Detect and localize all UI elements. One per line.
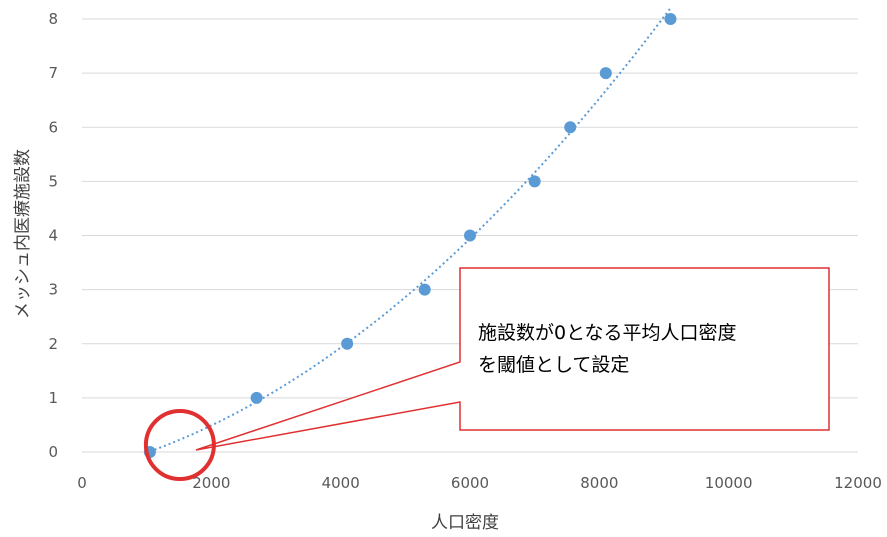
y-tick-label: 1 (48, 389, 58, 407)
y-tick-label: 5 (48, 172, 58, 190)
y-tick-labels: 0 1 2 3 4 5 6 7 8 (48, 10, 58, 461)
data-point (341, 337, 354, 350)
y-tick-label: 6 (48, 118, 58, 136)
callout-line-1: 施設数が0となる平均人口密度 (478, 322, 737, 344)
data-point (599, 67, 612, 80)
x-tick-label: 10000 (705, 474, 753, 492)
highlight-circle (143, 409, 216, 481)
callout-box (195, 267, 830, 451)
data-point (250, 391, 263, 404)
data-point (664, 13, 677, 25)
annotation-callout: 施設数が0となる平均人口密度 を閾値として設定 (195, 267, 830, 451)
x-tick-label: 12000 (834, 474, 882, 492)
x-tick-labels: 0 2000 4000 6000 8000 10000 12000 (77, 474, 882, 492)
y-tick-label: 2 (48, 335, 58, 353)
x-tick-label: 4000 (322, 474, 360, 492)
callout-line-2: を閾値として設定 (478, 354, 629, 376)
trendline (149, 7, 672, 453)
data-point (418, 283, 431, 296)
y-tick-label: 0 (48, 443, 58, 461)
y-tick-label: 4 (48, 227, 58, 245)
y-tick-label: 7 (48, 64, 58, 82)
x-tick-label: 0 (77, 474, 87, 492)
x-tick-label: 2000 (192, 474, 230, 492)
y-tick-label: 3 (48, 281, 58, 299)
data-point (564, 121, 577, 134)
data-point (464, 229, 476, 242)
y-tick-label: 8 (48, 10, 58, 28)
data-point (528, 175, 541, 188)
y-axis-title: メッシュ内医療施設数 (13, 149, 33, 319)
x-axis-title: 人口密度 (431, 513, 499, 533)
x-tick-label: 8000 (580, 474, 618, 492)
x-tick-label: 6000 (451, 474, 489, 492)
